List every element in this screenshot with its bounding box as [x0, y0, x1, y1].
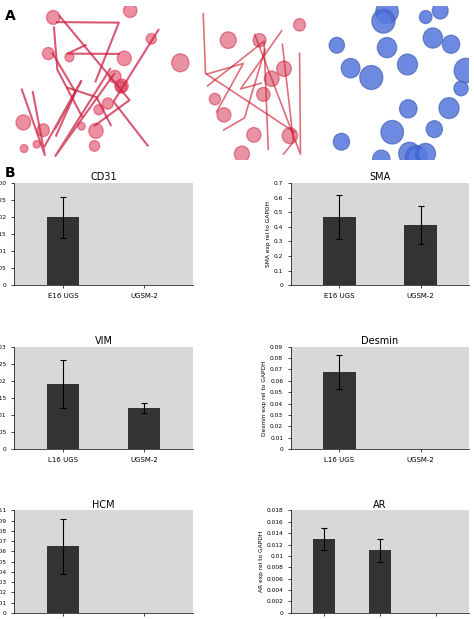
Circle shape [419, 147, 431, 160]
Circle shape [376, 14, 390, 28]
Circle shape [376, 154, 386, 165]
Title: AR: AR [374, 500, 387, 509]
Circle shape [399, 142, 420, 165]
Circle shape [234, 146, 249, 162]
Circle shape [400, 100, 417, 118]
Text: VIM: VIM [174, 17, 192, 27]
Circle shape [341, 59, 360, 78]
Title: SMA: SMA [369, 172, 391, 182]
Circle shape [381, 41, 393, 54]
Circle shape [33, 141, 40, 148]
Circle shape [123, 4, 137, 17]
Circle shape [410, 150, 422, 163]
Circle shape [94, 105, 104, 115]
Circle shape [20, 145, 28, 152]
Circle shape [329, 37, 345, 53]
Circle shape [432, 2, 448, 19]
Circle shape [422, 13, 429, 21]
Circle shape [459, 63, 473, 78]
Bar [323, 217, 356, 285]
Circle shape [293, 19, 306, 31]
Circle shape [360, 66, 383, 89]
Circle shape [116, 81, 127, 93]
Circle shape [65, 53, 74, 62]
Circle shape [332, 40, 341, 50]
Circle shape [43, 48, 54, 59]
Circle shape [257, 87, 270, 102]
Bar [46, 547, 79, 613]
Circle shape [247, 128, 261, 142]
Circle shape [454, 58, 474, 83]
Circle shape [398, 54, 418, 75]
Circle shape [109, 71, 121, 83]
Circle shape [429, 124, 439, 134]
Circle shape [454, 81, 468, 96]
Y-axis label: Desmin exp rel to GAPDH: Desmin exp rel to GAPDH [262, 360, 267, 436]
Circle shape [90, 141, 100, 151]
Circle shape [89, 123, 103, 138]
Circle shape [405, 145, 427, 168]
Circle shape [146, 33, 156, 44]
Circle shape [46, 11, 60, 24]
Circle shape [373, 150, 390, 168]
Circle shape [345, 63, 356, 74]
Circle shape [102, 98, 113, 109]
Circle shape [253, 33, 266, 47]
Bar [404, 225, 437, 285]
Bar [46, 217, 79, 285]
Circle shape [426, 121, 442, 137]
Title: CD31: CD31 [90, 172, 117, 182]
Circle shape [381, 121, 403, 144]
Title: HCM: HCM [92, 500, 115, 509]
Circle shape [377, 38, 397, 58]
Circle shape [277, 61, 292, 76]
Circle shape [337, 137, 346, 147]
Circle shape [442, 35, 460, 53]
Circle shape [403, 147, 416, 160]
Circle shape [446, 39, 456, 50]
Circle shape [264, 71, 279, 87]
Bar [128, 408, 160, 449]
Title: VIM: VIM [94, 336, 112, 346]
Circle shape [333, 133, 349, 150]
Circle shape [380, 5, 394, 19]
Circle shape [78, 123, 85, 130]
Circle shape [419, 11, 432, 24]
Text: A: A [5, 9, 16, 24]
Circle shape [401, 58, 413, 71]
Circle shape [16, 115, 30, 130]
Circle shape [372, 9, 395, 33]
Circle shape [37, 124, 49, 137]
Circle shape [403, 103, 413, 115]
Circle shape [427, 32, 438, 44]
Text: B: B [5, 166, 15, 180]
Title: Desmin: Desmin [361, 336, 399, 346]
Circle shape [217, 108, 231, 122]
Text: SMA: SMA [20, 17, 41, 27]
Bar [313, 539, 336, 613]
Circle shape [172, 54, 189, 72]
Circle shape [115, 79, 128, 93]
Y-axis label: SMA exp rel to GAPDH: SMA exp rel to GAPDH [266, 201, 271, 267]
Bar [369, 550, 391, 613]
Circle shape [443, 102, 455, 115]
Circle shape [220, 32, 236, 48]
Bar [323, 372, 356, 449]
Bar [46, 384, 79, 449]
Circle shape [365, 71, 378, 85]
Circle shape [436, 6, 445, 15]
Text: panCK: panCK [328, 17, 359, 27]
Circle shape [439, 98, 459, 118]
Circle shape [385, 125, 399, 139]
Circle shape [416, 144, 436, 164]
Circle shape [376, 0, 398, 24]
Circle shape [210, 93, 220, 105]
Circle shape [117, 51, 131, 66]
Circle shape [457, 84, 465, 93]
Circle shape [282, 128, 298, 144]
Circle shape [423, 28, 442, 48]
Y-axis label: AR exp rel to GAPDH: AR exp rel to GAPDH [258, 531, 264, 592]
